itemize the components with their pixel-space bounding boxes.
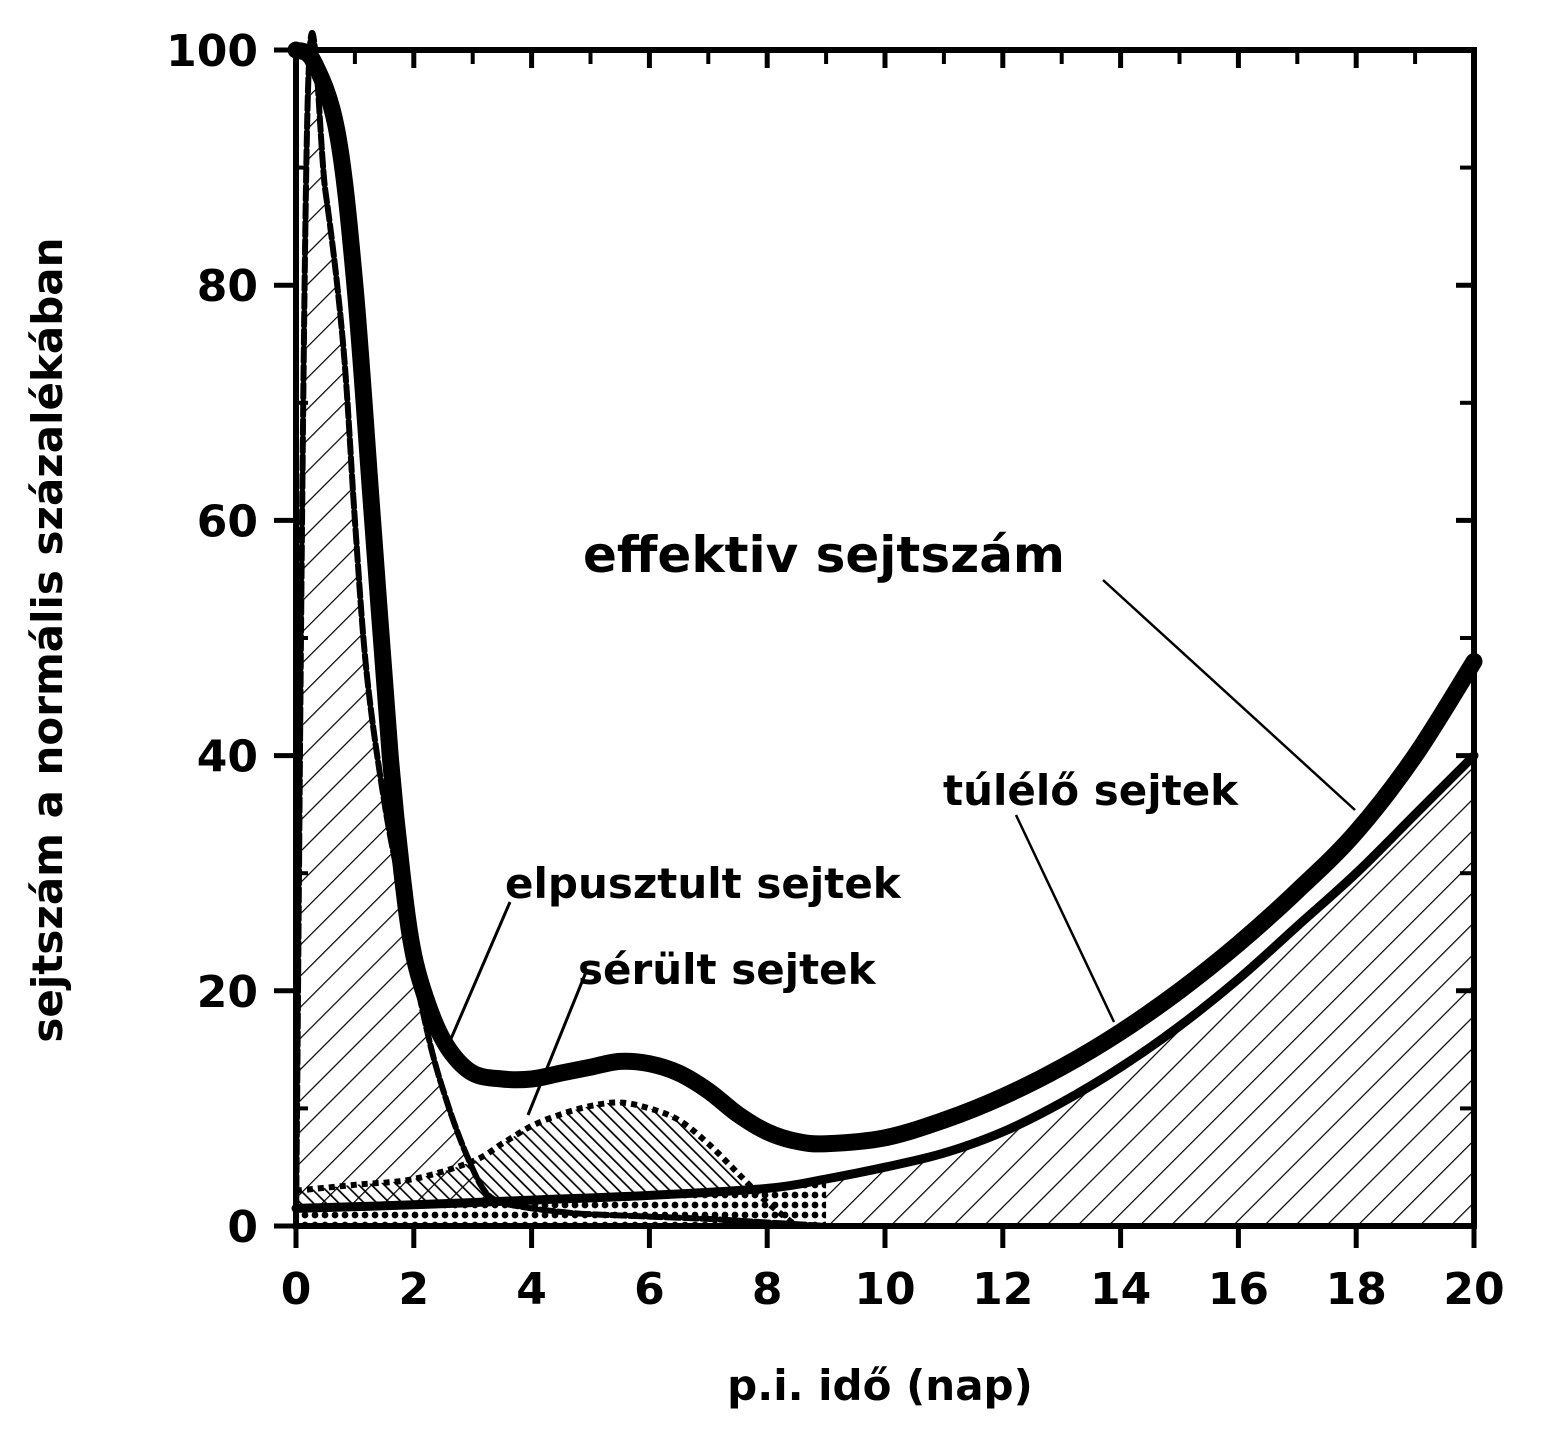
dead-cells-area [296,32,827,1227]
x-tick-label-10: 10 [854,1264,915,1315]
leader-line-effektiv [1102,579,1356,811]
y-axis-title: sejtszám a normális százalékában [23,237,72,1042]
y-tick-label-60: 60 [197,496,258,547]
damaged-cells-line [295,1099,799,1229]
x-tick-label-2: 2 [398,1264,429,1315]
x-tick-label-12: 12 [972,1264,1033,1315]
y-tick-label-40: 40 [197,732,258,783]
ticks-layer: 0 2 4 6 8 10 12 14 16 18 20 0 20 40 60 80 100 [166,26,1504,1315]
survivors-area [296,755,1474,1226]
dead-cells-line [293,30,830,1229]
survivors-line [291,751,1479,1213]
x-tick-label-20: 20 [1443,1264,1504,1315]
annotation-elpusztult: elpusztult sejtek [505,859,902,908]
x-tick-label-18: 18 [1326,1264,1387,1315]
annotation-tulelo: túlélő sejtek [943,766,1239,815]
y-tick-label-20: 20 [197,967,258,1018]
x-tick-label-14: 14 [1090,1264,1151,1315]
x-tick-label-6: 6 [634,1264,665,1315]
area-layer [296,32,1474,1227]
y-tick-label-100: 100 [166,26,258,77]
x-axis-title: p.i. idő (nap) [727,1361,1033,1410]
leader-line-elpusztult [445,901,512,1049]
x-tick-label-8: 8 [752,1264,783,1315]
y-tick-label-80: 80 [197,261,258,312]
x-tick-label-4: 4 [516,1264,547,1315]
x-tick-label-16: 16 [1208,1264,1269,1315]
annotation-serult: sérült sejtek [578,945,877,994]
annotation-layer: effektiv sejtszám túlélő sejtek elpusztu… [445,526,1356,1116]
x-tick-label-0: 0 [281,1264,312,1315]
line-layer [287,30,1483,1229]
leader-line-tulelo [1014,814,1116,1023]
effective-count-line [287,41,1483,1153]
annotation-effektiv: effektiv sejtszám [583,526,1065,584]
y-tick-label-0: 0 [227,1202,258,1253]
leader-line-serult [526,971,588,1116]
